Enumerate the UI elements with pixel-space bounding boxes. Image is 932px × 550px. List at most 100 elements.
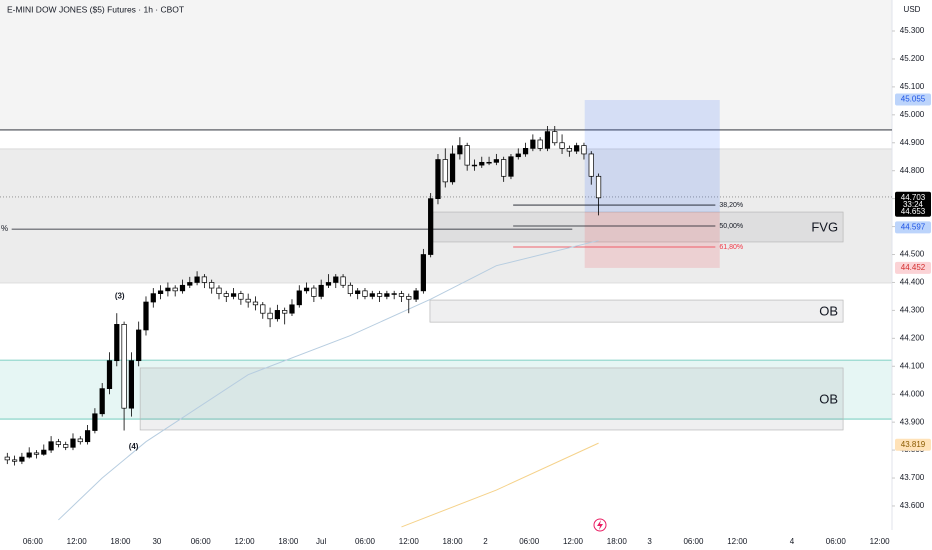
y-tick-label: 44.500 (900, 250, 925, 259)
candle-body (552, 131, 558, 144)
ray-label: % (1, 224, 8, 233)
candle-body (150, 293, 156, 303)
candle-body (114, 324, 120, 362)
x-tick-label: 12:00 (399, 537, 420, 546)
candle-body (398, 293, 405, 297)
candle-body (77, 438, 83, 443)
candle-body (413, 290, 419, 300)
currency: USD (904, 5, 921, 14)
candle-body (406, 296, 412, 300)
x-tick-label: 06:00 (23, 537, 44, 546)
candle-body (369, 293, 375, 297)
candle-body (435, 159, 441, 199)
candle-body (471, 164, 478, 167)
candle-body (92, 413, 98, 431)
candle-body (544, 131, 551, 149)
candle-body (325, 282, 332, 286)
candle-body (559, 142, 565, 149)
stop-area (584, 212, 720, 268)
x-tick-label: 12:00 (563, 537, 584, 546)
price-label: 44.597 (901, 223, 926, 232)
x-tick-label: 18:00 (278, 537, 299, 546)
candle-body (267, 312, 273, 320)
background-layer (0, 0, 892, 420)
candle-body (238, 293, 244, 300)
candle-body (106, 360, 113, 389)
y-tick-label: 43.700 (900, 473, 925, 482)
target-area (584, 100, 720, 213)
candle-body (457, 145, 463, 155)
last-price: 44.703 (901, 193, 926, 202)
x-tick-label: 12:00 (67, 537, 88, 546)
candle-body (157, 290, 164, 294)
price-label: 45.055 (901, 95, 926, 104)
candle-body (588, 153, 594, 177)
x-tick-label: 3 (647, 537, 652, 546)
fib-label: 61,80% (719, 244, 743, 251)
candle-body (296, 290, 302, 306)
candle-body (362, 290, 368, 297)
candle-body (70, 438, 76, 448)
last-price-bg (895, 191, 931, 217)
candle-body (537, 139, 543, 149)
y-tick-label: 45.000 (900, 110, 925, 119)
candle-body (274, 310, 280, 320)
candle-body (252, 301, 259, 306)
x-tick-label: 06:00 (683, 537, 704, 546)
y-tick-label: 44.900 (900, 138, 925, 147)
x-tick-label: 12:00 (727, 537, 748, 546)
candle-body (347, 284, 353, 294)
candle-body (442, 159, 448, 183)
candle-body (260, 304, 266, 314)
x-tick-label: 06:00 (826, 537, 847, 546)
x-tick-label: 06:00 (519, 537, 540, 546)
candle-body (508, 156, 514, 177)
annotation-box (429, 299, 844, 323)
x-tick-label: 06:00 (355, 537, 376, 546)
y-tick-label: 45.200 (900, 54, 925, 63)
zone (0, 0, 892, 130)
candle-body (486, 161, 492, 164)
candle-body (501, 159, 507, 177)
candle-body (121, 324, 127, 409)
candle-body (303, 287, 310, 292)
fib-label: 38,20% (719, 202, 743, 209)
box-label: OB (819, 391, 838, 406)
price-label-bg (895, 261, 931, 274)
x-tick-label: 2 (483, 537, 488, 546)
price-label-bg (895, 93, 931, 106)
candle-body (11, 459, 18, 462)
candle-body (574, 145, 580, 152)
candle-body (209, 282, 215, 289)
candle-body (165, 287, 171, 292)
box-label: OB (819, 304, 838, 319)
candle-body (84, 430, 91, 443)
candle-body (282, 310, 288, 314)
price-label-bg (895, 438, 931, 451)
x-tick-label: 30 (152, 537, 161, 546)
candle-body (201, 276, 207, 283)
zone (0, 360, 892, 420)
wave-label: (3) (115, 292, 125, 301)
y-tick-label: 44.400 (900, 278, 925, 287)
candle-body (493, 159, 499, 163)
y-tick-label: 44.200 (900, 333, 925, 342)
candle-body (179, 284, 186, 292)
candle-body (33, 452, 40, 455)
candle-body (4, 456, 10, 461)
y-tick-label: 45.300 (900, 26, 925, 35)
candle-body (48, 441, 54, 451)
candle-body (19, 456, 25, 462)
candle-body (289, 304, 295, 314)
candle-body (581, 145, 587, 155)
price-label: 43.819 (901, 440, 926, 449)
candle-body (420, 254, 426, 292)
countdown: 33:24 (903, 200, 924, 209)
candle-body (522, 148, 529, 155)
candle-body (216, 287, 222, 294)
candle-body (355, 290, 361, 294)
x-tick-label: 18:00 (443, 537, 464, 546)
candle-body (595, 175, 602, 199)
candle-body (223, 293, 229, 297)
box-label: FVG (811, 219, 838, 234)
